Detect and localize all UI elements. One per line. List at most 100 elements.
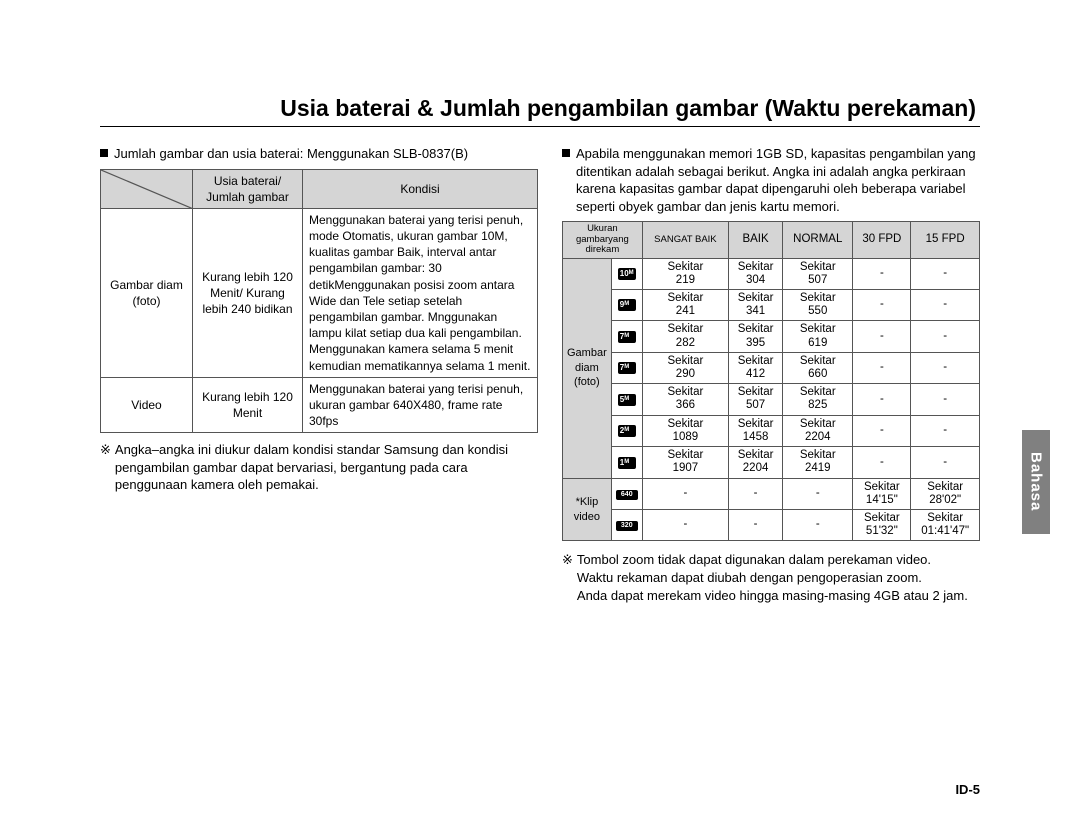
capacity-cell: - (911, 415, 980, 446)
capacity-cell: Sekitar01:41'47" (911, 510, 980, 541)
capacity-cell: Sekitar507 (729, 384, 783, 415)
size-icon: 2M (618, 425, 636, 437)
right-note-line2: Waktu rekaman dapat diubah dengan pengop… (577, 569, 980, 587)
size-icon: 9M (618, 299, 636, 311)
capacity-cell: Sekitar1089 (642, 415, 728, 446)
capacity-cell: - (853, 289, 911, 320)
left-note: ※ Angka–angka ini diukur dalam kondisi s… (100, 441, 538, 494)
row-photo-label: Gambar diam (foto) (101, 208, 193, 377)
left-column: Jumlah gambar dan usia baterai: Mengguna… (100, 145, 538, 604)
table-header-cond: Kondisi (303, 169, 538, 208)
video-group-label: *Klip video (563, 478, 612, 541)
capacity-cell: Sekitar366 (642, 384, 728, 415)
page-content: Usia baterai & Jumlah pengambilan gambar… (100, 95, 980, 604)
capacity-cell: Sekitar507 (783, 258, 853, 289)
capacity-cell: Sekitar1458 (729, 415, 783, 446)
right-note-line3: Anda dapat merekam video hingga masing-m… (577, 587, 980, 605)
size-icon: 1M (618, 457, 636, 469)
video-size-icon: 640 (616, 490, 638, 500)
table-row: 9MSekitar241Sekitar341Sekitar550-- (563, 289, 980, 320)
bullet-square-icon (562, 149, 570, 157)
cap-header-b: BAIK (729, 222, 783, 258)
table-row: 7MSekitar282Sekitar395Sekitar619-- (563, 321, 980, 352)
capacity-cell: - (853, 352, 911, 383)
left-lead-text: Jumlah gambar dan usia baterai: Mengguna… (114, 145, 538, 163)
two-column-layout: Jumlah gambar dan usia baterai: Mengguna… (100, 145, 980, 604)
capacity-cell: Sekitar395 (729, 321, 783, 352)
row-photo-cond: Menggunakan baterai yang terisi penuh, m… (303, 208, 538, 377)
capacity-cell: Sekitar341 (729, 289, 783, 320)
capacity-cell: Sekitar825 (783, 384, 853, 415)
capacity-cell: - (911, 289, 980, 320)
right-note-lines: Tombol zoom tidak dapat digunakan dalam … (577, 551, 980, 604)
table-row: 1MSekitar1907Sekitar2204Sekitar2419-- (563, 447, 980, 478)
size-icon-cell: 2M (611, 415, 642, 446)
language-tab: Bahasa (1022, 430, 1050, 534)
row-photo-mid: Kurang lebih 120 Menit/ Kurang lebih 240… (193, 208, 303, 377)
page-title: Usia baterai & Jumlah pengambilan gambar… (100, 95, 980, 122)
table-header-life: Usia baterai/ Jumlah gambar (193, 169, 303, 208)
size-icon-cell: 640 (611, 478, 642, 509)
capacity-cell: Sekitar304 (729, 258, 783, 289)
left-lead: Jumlah gambar dan usia baterai: Mengguna… (100, 145, 538, 163)
table-row: Gambar diam (foto)10MSekitar219Sekitar30… (563, 258, 980, 289)
capacity-cell: - (642, 510, 728, 541)
table-row: *Klip video640---Sekitar14'15"Sekitar28'… (563, 478, 980, 509)
page-number: ID-5 (955, 782, 980, 797)
capacity-cell: Sekitar290 (642, 352, 728, 383)
reference-mark-icon: ※ (100, 441, 111, 494)
capacity-cell: Sekitar412 (729, 352, 783, 383)
size-icon: 5M (618, 394, 636, 406)
battery-table: Usia baterai/ Jumlah gambar Kondisi Gamb… (100, 169, 538, 434)
table-row: Gambar diam (foto) Kurang lebih 120 Meni… (101, 208, 538, 377)
row-video-label: Video (101, 377, 193, 433)
size-icon-cell: 9M (611, 289, 642, 320)
capacity-cell: Sekitar1907 (642, 447, 728, 478)
cap-header-n: NORMAL (783, 222, 853, 258)
table-row: 320---Sekitar51'32"Sekitar01:41'47" (563, 510, 980, 541)
capacity-cell: Sekitar2204 (783, 415, 853, 446)
size-icon-cell: 7M (611, 321, 642, 352)
table-row: Video Kurang lebih 120 Menit Menggunakan… (101, 377, 538, 433)
right-lead: Apabila menggunakan memori 1GB SD, kapas… (562, 145, 980, 215)
capacity-cell: Sekitar241 (642, 289, 728, 320)
cap-header-sb: SANGAT BAIK (642, 222, 728, 258)
capacity-cell: Sekitar550 (783, 289, 853, 320)
row-video-cond: Menggunakan baterai yang terisi penuh, u… (303, 377, 538, 433)
left-note-text: Angka–angka ini diukur dalam kondisi sta… (115, 441, 538, 494)
size-icon-cell: 7M (611, 352, 642, 383)
capacity-cell: - (783, 478, 853, 509)
right-lead-text: Apabila menggunakan memori 1GB SD, kapas… (576, 145, 980, 215)
capacity-cell: - (853, 447, 911, 478)
capacity-cell: Sekitar282 (642, 321, 728, 352)
capacity-cell: - (642, 478, 728, 509)
right-note-line1: Tombol zoom tidak dapat digunakan dalam … (577, 551, 980, 569)
cap-header-size: Ukuran gambaryang direkam (563, 222, 643, 258)
capacity-cell: - (853, 258, 911, 289)
capacity-cell: - (853, 415, 911, 446)
table-header-cond-text: Kondisi (400, 182, 439, 196)
capacity-cell: - (911, 352, 980, 383)
size-icon-cell: 320 (611, 510, 642, 541)
table-row: 7MSekitar290Sekitar412Sekitar660-- (563, 352, 980, 383)
right-note: ※ Tombol zoom tidak dapat digunakan dala… (562, 551, 980, 604)
capacity-cell: Sekitar28'02" (911, 478, 980, 509)
capacity-cell: Sekitar51'32" (853, 510, 911, 541)
capacity-cell: - (853, 384, 911, 415)
capacity-cell: - (911, 384, 980, 415)
table-diag-header (101, 169, 193, 208)
size-icon: 7M (618, 362, 636, 374)
capacity-cell: - (911, 258, 980, 289)
size-icon: 7M (618, 331, 636, 343)
cap-header-15: 15 FPD (911, 222, 980, 258)
table-row: 2MSekitar1089Sekitar1458Sekitar2204-- (563, 415, 980, 446)
capacity-cell: Sekitar2419 (783, 447, 853, 478)
capacity-cell: - (729, 478, 783, 509)
video-size-icon: 320 (616, 521, 638, 531)
capacity-cell: - (853, 321, 911, 352)
capacity-cell: - (911, 321, 980, 352)
table-row: 5MSekitar366Sekitar507Sekitar825-- (563, 384, 980, 415)
bullet-square-icon (100, 149, 108, 157)
photo-group-label: Gambar diam (foto) (563, 258, 612, 478)
size-icon-cell: 10M (611, 258, 642, 289)
